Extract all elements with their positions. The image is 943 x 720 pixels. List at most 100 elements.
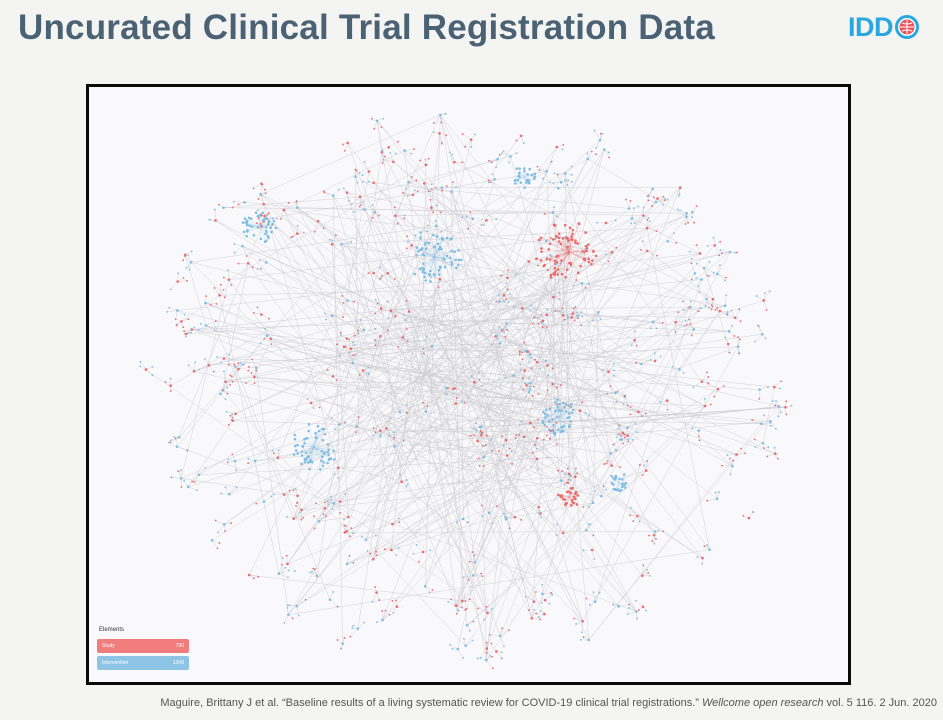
network-node xyxy=(739,338,741,341)
network-edge xyxy=(395,215,398,224)
network-edge xyxy=(455,605,466,611)
hub-edge xyxy=(558,416,564,427)
network-edge xyxy=(327,369,334,377)
hub-node xyxy=(424,279,427,282)
network-node xyxy=(535,457,539,461)
hub-edge xyxy=(433,256,459,266)
network-node xyxy=(255,222,258,225)
hub-edge xyxy=(568,250,594,253)
network-edge xyxy=(408,180,417,183)
network-node xyxy=(732,459,735,462)
hub-node xyxy=(557,232,561,236)
network-node xyxy=(612,603,615,606)
network-edge xyxy=(333,195,343,644)
network-node xyxy=(541,326,544,329)
network-node xyxy=(468,629,471,632)
network-node xyxy=(224,486,227,489)
network-edge xyxy=(198,287,514,475)
network-node xyxy=(355,169,358,172)
network-edge xyxy=(558,245,715,411)
network-node xyxy=(736,345,740,348)
hub-edge xyxy=(568,251,590,263)
network-node xyxy=(367,272,370,275)
hub-node xyxy=(545,257,549,261)
network-node xyxy=(498,153,501,156)
network-edge xyxy=(456,601,466,606)
network-node xyxy=(556,443,559,445)
network-node xyxy=(468,560,471,563)
network-node xyxy=(430,206,433,209)
network-edge xyxy=(456,605,467,610)
network-edge xyxy=(721,465,733,467)
network-node xyxy=(524,595,527,598)
network-edge xyxy=(235,263,557,414)
network-edge xyxy=(544,212,554,214)
hub-node xyxy=(567,239,570,243)
hub-edge xyxy=(301,446,315,464)
network-edge xyxy=(539,365,548,369)
network-node xyxy=(495,166,497,169)
hub-node xyxy=(460,258,463,262)
hub-node xyxy=(320,459,323,462)
network-edge xyxy=(314,221,319,232)
network-node xyxy=(374,344,377,347)
network-edge xyxy=(188,420,234,487)
network-node xyxy=(502,328,505,331)
network-node xyxy=(352,624,355,627)
network-edge xyxy=(491,643,497,652)
network-edge xyxy=(675,320,686,323)
network-node xyxy=(659,401,662,404)
network-node xyxy=(636,617,638,620)
network-node xyxy=(457,609,460,612)
network-node xyxy=(223,296,226,299)
network-node xyxy=(622,442,625,445)
network-node xyxy=(392,611,395,614)
network-edge xyxy=(331,235,337,245)
network-node xyxy=(506,276,509,280)
network-node xyxy=(362,180,365,183)
network-edge xyxy=(583,502,594,508)
network-node xyxy=(586,152,589,155)
network-node xyxy=(501,152,504,155)
network-edge xyxy=(569,473,578,475)
network-edge xyxy=(587,154,597,160)
network-node xyxy=(504,438,508,442)
network-edge xyxy=(232,420,340,425)
network-edge xyxy=(244,202,298,208)
network-node xyxy=(204,324,208,327)
network-node xyxy=(691,216,693,219)
hub-node xyxy=(248,224,251,227)
hub-node xyxy=(422,267,426,271)
network-node xyxy=(576,314,579,318)
hub-edge xyxy=(555,251,570,261)
network-node xyxy=(638,463,641,466)
network-edge xyxy=(408,311,451,449)
network-edge xyxy=(283,209,612,253)
hub-edge xyxy=(558,416,570,426)
network-node xyxy=(405,247,408,250)
network-node xyxy=(630,222,632,225)
network-node xyxy=(546,364,549,367)
network-node xyxy=(500,657,503,660)
network-node xyxy=(373,210,377,214)
network-node xyxy=(470,146,473,148)
network-edge xyxy=(503,323,507,332)
network-node xyxy=(653,542,656,545)
network-node xyxy=(699,307,702,310)
legend-item-study: Study 790 xyxy=(97,639,189,653)
network-edge xyxy=(557,524,564,533)
network-edge xyxy=(230,366,236,376)
network-edge xyxy=(507,455,513,464)
network-node xyxy=(222,389,225,392)
network-edge xyxy=(260,114,441,195)
hub-edge xyxy=(310,446,315,462)
network-edge xyxy=(232,321,654,421)
network-node xyxy=(253,375,256,379)
network-edge xyxy=(356,416,359,427)
network-edge xyxy=(226,411,236,414)
hub-edge xyxy=(424,244,435,258)
network-edge xyxy=(402,329,407,338)
hub-edge xyxy=(568,496,578,505)
network-node xyxy=(371,434,374,437)
network-edge xyxy=(581,621,583,633)
